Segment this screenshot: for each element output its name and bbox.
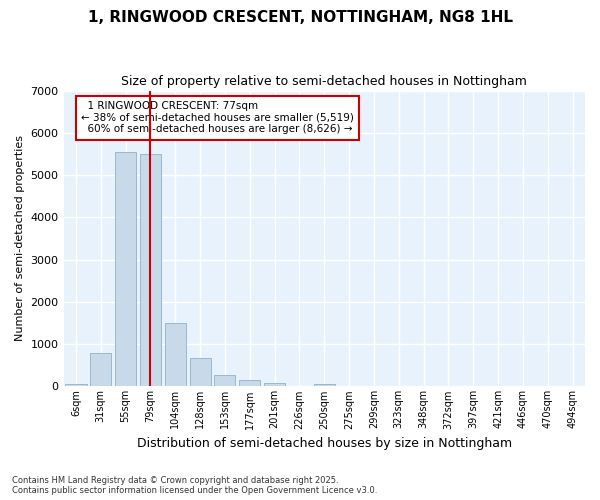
Bar: [239, 380, 260, 386]
Bar: [65, 384, 86, 386]
Bar: [165, 324, 186, 386]
Bar: [190, 358, 211, 386]
Text: 1 RINGWOOD CRESCENT: 77sqm
← 38% of semi-detached houses are smaller (5,519)
  6: 1 RINGWOOD CRESCENT: 77sqm ← 38% of semi…: [81, 101, 354, 134]
Bar: [264, 383, 285, 386]
Title: Size of property relative to semi-detached houses in Nottingham: Size of property relative to semi-detach…: [121, 75, 527, 88]
Bar: [214, 375, 235, 386]
Bar: [115, 152, 136, 386]
Bar: [90, 353, 112, 386]
Bar: [314, 384, 335, 386]
X-axis label: Distribution of semi-detached houses by size in Nottingham: Distribution of semi-detached houses by …: [137, 437, 512, 450]
Text: Contains HM Land Registry data © Crown copyright and database right 2025.
Contai: Contains HM Land Registry data © Crown c…: [12, 476, 377, 495]
Bar: [140, 154, 161, 386]
Text: 1, RINGWOOD CRESCENT, NOTTINGHAM, NG8 1HL: 1, RINGWOOD CRESCENT, NOTTINGHAM, NG8 1H…: [88, 10, 512, 25]
Y-axis label: Number of semi-detached properties: Number of semi-detached properties: [15, 136, 25, 342]
